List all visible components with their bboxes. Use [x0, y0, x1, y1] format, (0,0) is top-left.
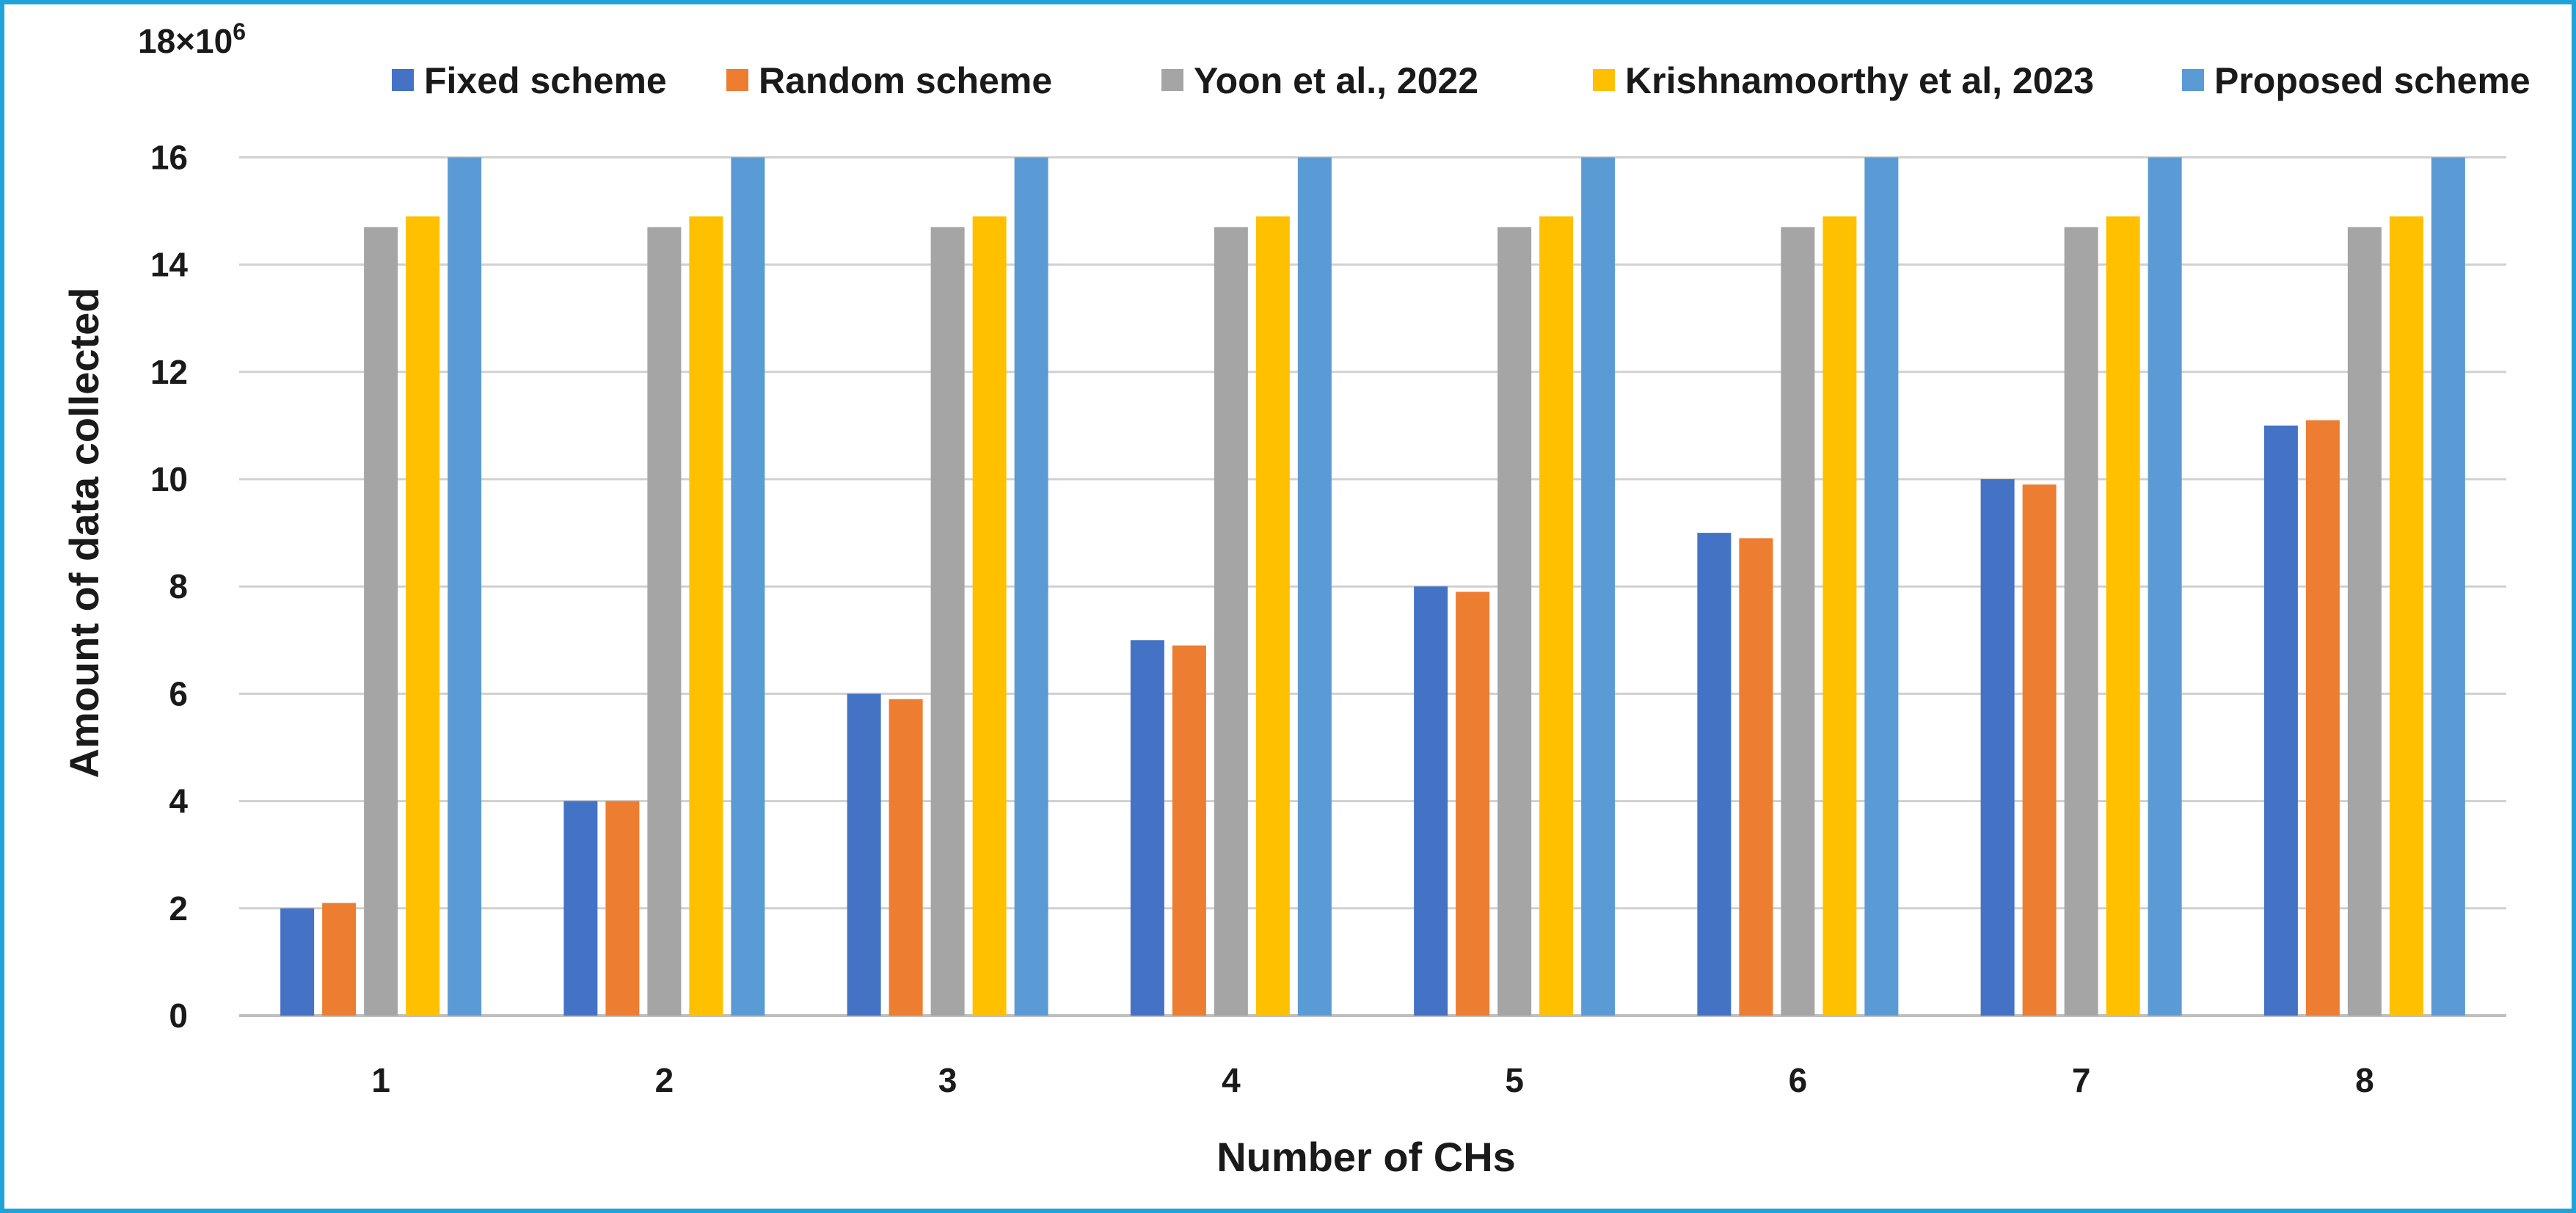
bar — [889, 699, 923, 1016]
legend-label: Krishnamoorthy et al, 2023 — [1625, 60, 2094, 101]
y-axis-title: Amount of data collected — [61, 288, 107, 779]
legend-label: Proposed scheme — [2214, 60, 2531, 101]
bar — [364, 227, 398, 1016]
legend: Fixed scheme Random scheme Yoon et al., 20… — [392, 60, 2531, 101]
y-tick-label: 16 — [150, 138, 188, 176]
bar — [2022, 484, 2057, 1016]
x-tick-label: 2 — [655, 1061, 674, 1099]
bar — [1864, 157, 1899, 1016]
bar — [1456, 591, 1490, 1016]
bar — [2305, 420, 2340, 1016]
bar — [280, 908, 315, 1016]
legend-label: Yoon et al., 2022 — [1194, 60, 1478, 101]
bar — [1130, 640, 1164, 1016]
bar — [1255, 216, 1290, 1016]
legend-swatch — [1593, 69, 1615, 91]
x-tick-label: 6 — [1789, 1061, 1808, 1099]
bar — [731, 157, 765, 1016]
bar — [2064, 227, 2098, 1016]
legend-label: Fixed scheme — [424, 60, 667, 101]
bar — [563, 801, 598, 1016]
bar — [2263, 425, 2298, 1016]
y-tick-label: 6 — [169, 674, 188, 713]
bars — [280, 157, 2465, 1016]
legend-swatch — [726, 69, 748, 91]
bar — [322, 903, 357, 1016]
legend-swatch — [2182, 69, 2204, 91]
x-tick-label: 4 — [1222, 1061, 1241, 1099]
bar — [1214, 227, 1248, 1016]
legend-swatch — [392, 69, 414, 91]
x-tick-label: 5 — [1505, 1061, 1524, 1099]
x-axis-title: Number of CHs — [1216, 1134, 1516, 1180]
bar — [448, 157, 482, 1016]
bar — [972, 216, 1007, 1016]
bar — [1822, 216, 1857, 1016]
bar — [2148, 157, 2182, 1016]
x-tick-label: 3 — [938, 1061, 957, 1099]
bar — [1014, 157, 1048, 1016]
y-tick-label: 2 — [169, 889, 188, 928]
bar — [1414, 586, 1448, 1016]
y-tick-label: 4 — [169, 782, 188, 820]
bar — [605, 801, 640, 1016]
legend-swatch — [1161, 69, 1183, 91]
bar — [847, 693, 881, 1016]
bar — [1539, 216, 1574, 1016]
bar — [689, 216, 723, 1016]
bar — [2389, 216, 2423, 1016]
y-tick-label: 10 — [150, 460, 188, 498]
bar — [1781, 227, 1815, 1016]
bar — [1739, 538, 1773, 1016]
x-tick-label: 1 — [371, 1061, 390, 1099]
bar — [2347, 227, 2382, 1016]
bar — [1172, 645, 1206, 1016]
bar — [2106, 216, 2140, 1016]
y-multiplier-exponent: 6 — [233, 18, 246, 45]
bar — [1297, 157, 1332, 1016]
bar — [1581, 157, 1616, 1016]
y-tick-label: 12 — [150, 353, 188, 391]
bar — [930, 227, 965, 1016]
x-tick-label: 7 — [2072, 1061, 2091, 1099]
y-tick-label: 8 — [169, 567, 188, 605]
bar — [2431, 157, 2465, 1016]
y-top-tick-value: 18 — [138, 22, 175, 60]
y-tick-label: 14 — [150, 246, 189, 284]
y-multiplier: ×10 — [175, 22, 233, 60]
x-tick-label: 8 — [2355, 1061, 2374, 1099]
legend-label: Random scheme — [759, 60, 1052, 101]
y-tick-labels: 0 2 4 6 8 10 12 14 16 — [150, 138, 189, 1035]
bar — [1980, 479, 2015, 1016]
y-top-tick-label: 18×106 — [138, 18, 246, 60]
bar — [406, 216, 440, 1016]
bar — [1497, 227, 1532, 1016]
bar — [1697, 533, 1732, 1016]
y-tick-label: 0 — [169, 997, 188, 1035]
x-tick-labels: 1 2 3 4 5 6 7 8 — [371, 1061, 2374, 1099]
bar — [647, 227, 682, 1016]
